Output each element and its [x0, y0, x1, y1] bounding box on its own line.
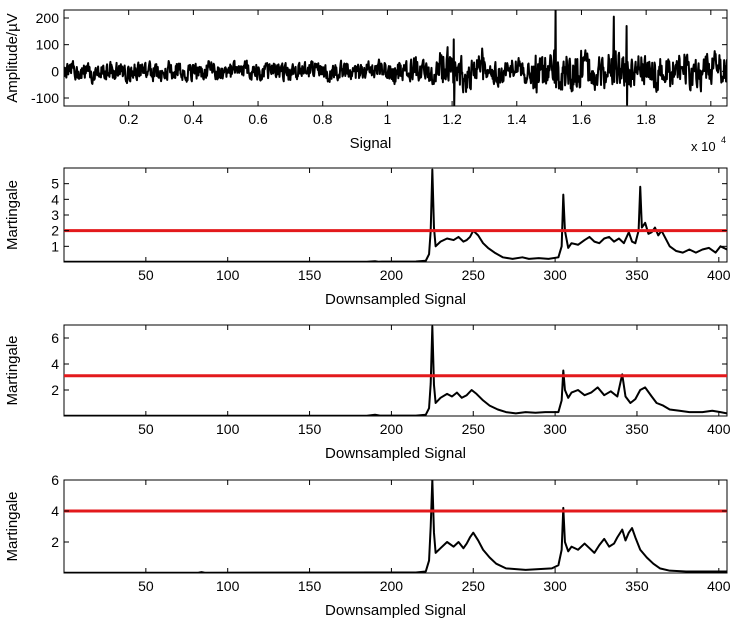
x-tick-label: 300 [543, 421, 567, 437]
x-tick-label: 0.8 [313, 111, 333, 127]
plot-area [63, 167, 728, 263]
x-tick-label: 100 [216, 421, 240, 437]
y-tick-label: 4 [51, 191, 59, 207]
y-tick-label: 3 [51, 207, 59, 223]
y-axis-label: Martingale [4, 491, 21, 561]
x-tick-label: 100 [216, 578, 240, 594]
y-tick-label: 6 [51, 472, 59, 488]
y-tick-label: 5 [51, 176, 59, 192]
y-tick-label: 4 [51, 356, 59, 372]
y-tick-label: 2 [51, 534, 59, 550]
x-axis-label: Downsampled Signal [325, 445, 466, 462]
plot-area [63, 479, 728, 574]
x-tick-label: 300 [543, 267, 567, 283]
y-tick-label: 6 [51, 330, 59, 346]
x-tick-label: 400 [707, 267, 731, 283]
y-tick-label: 0 [51, 63, 59, 79]
x-tick-label: 200 [380, 578, 404, 594]
x-tick-label: 350 [625, 267, 649, 283]
x-tick-label: 1 [384, 111, 392, 127]
x-tick-label: 50 [138, 421, 154, 437]
plot-area [63, 324, 728, 417]
chart-panel-4: 50 100 150 200 250 300 350 400 2 4 6 Downsampled Si… [4, 472, 731, 619]
x-tick-label: 400 [707, 578, 731, 594]
y-tick-label: 2 [51, 223, 59, 239]
y-tick-label: 4 [51, 503, 59, 519]
x-tick-label: 1.8 [636, 111, 656, 127]
x-axis-label: Downsampled Signal [325, 602, 466, 619]
data-series-line [64, 325, 727, 416]
y-tick-label: 2 [51, 382, 59, 398]
x-tick-label: 100 [216, 267, 240, 283]
x-tick-label: 0.6 [248, 111, 268, 127]
x-tick-label: 200 [380, 421, 404, 437]
x-tick-label: 50 [138, 267, 154, 283]
x-tick-label: 300 [543, 578, 567, 594]
x-axis-multiplier: x 10 [691, 139, 716, 154]
x-tick-label: 200 [380, 267, 404, 283]
y-tick-label: 1 [51, 238, 59, 254]
x-axis-label: Signal [350, 135, 392, 152]
x-tick-label: 400 [707, 421, 731, 437]
x-tick-label: 350 [625, 578, 649, 594]
x-tick-label: 150 [298, 578, 322, 594]
x-tick-label: 1.6 [572, 111, 592, 127]
x-axis-multiplier-exponent: 4 [721, 135, 726, 145]
x-tick-label: 150 [298, 267, 322, 283]
y-tick-label: 200 [36, 10, 60, 26]
x-axis-label: Downsampled Signal [325, 291, 466, 308]
chart-panel-3: 50 100 150 200 250 300 350 400 2 4 6 Downsampled Si… [4, 324, 731, 462]
data-series-line [64, 10, 727, 106]
y-axis-label: Martingale [4, 180, 21, 250]
x-tick-label: 150 [298, 421, 322, 437]
y-axis-label: Amplitude/µV [4, 13, 21, 103]
x-tick-label: 250 [462, 267, 486, 283]
x-tick-label: 0.4 [184, 111, 204, 127]
x-tick-label: 250 [462, 578, 486, 594]
x-tick-label: 50 [138, 578, 154, 594]
x-tick-label: 1.4 [507, 111, 527, 127]
x-tick-label: 1.2 [442, 111, 462, 127]
chart-panel-1: 0.2 0.4 0.6 0.8 1 1.2 1.4 1.6 1.8 2 -100 0 100 200 Sig… [4, 9, 728, 154]
x-tick-label: 0.2 [119, 111, 139, 127]
y-tick-label: 100 [36, 37, 60, 53]
x-tick-label: 2 [707, 111, 715, 127]
x-tick-label: 250 [462, 421, 486, 437]
data-series-line [64, 480, 727, 573]
y-axis-label: Martingale [4, 335, 21, 405]
x-tick-label: 350 [625, 421, 649, 437]
y-tick-label: -100 [31, 90, 59, 106]
